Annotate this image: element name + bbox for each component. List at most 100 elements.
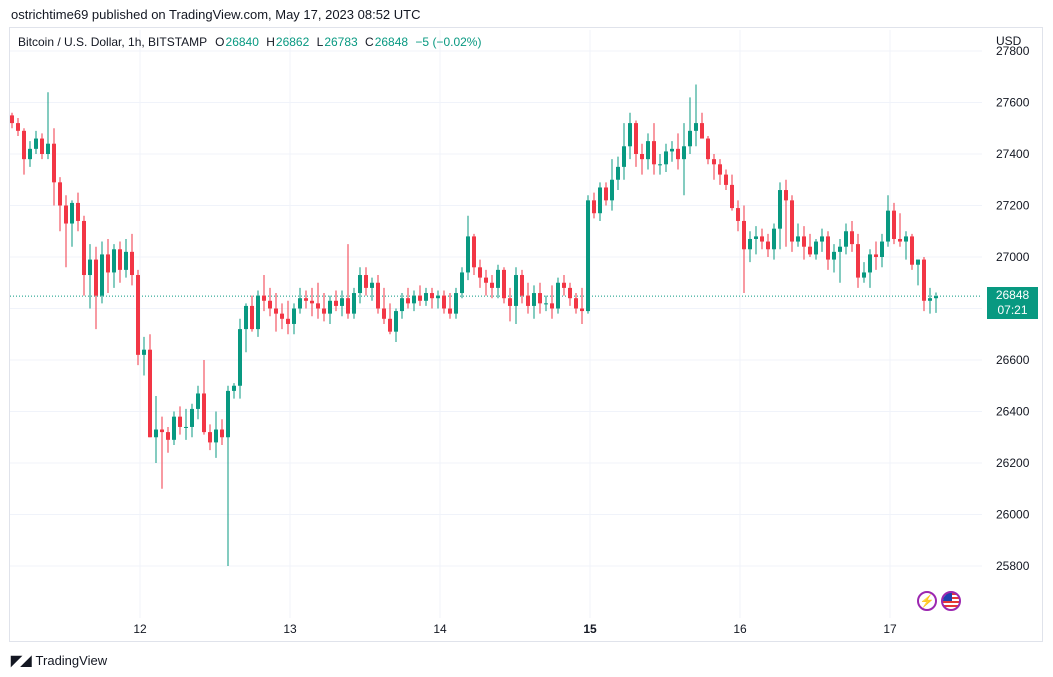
candle-body bbox=[316, 303, 320, 309]
candle-body bbox=[46, 143, 50, 154]
currency-label[interactable]: USD bbox=[996, 34, 1022, 48]
candle bbox=[16, 117, 20, 136]
candle-body bbox=[562, 282, 566, 288]
candle-body bbox=[214, 429, 218, 443]
y-tick-label: 25800 bbox=[996, 559, 1030, 573]
candle bbox=[880, 233, 884, 268]
candle bbox=[556, 277, 560, 314]
candle-body bbox=[394, 311, 398, 332]
candle-body bbox=[322, 308, 326, 314]
candle-body bbox=[778, 190, 782, 229]
candle bbox=[778, 182, 782, 250]
candle bbox=[868, 249, 872, 288]
candle-body bbox=[916, 259, 920, 265]
candle bbox=[424, 287, 428, 306]
candle bbox=[538, 282, 542, 314]
candle-body bbox=[604, 187, 608, 201]
candle-body bbox=[310, 300, 314, 304]
candle bbox=[202, 360, 206, 435]
candle-body bbox=[346, 298, 350, 314]
candle bbox=[754, 226, 758, 255]
candle-body bbox=[280, 313, 284, 319]
candle-body bbox=[184, 426, 188, 428]
candle-body bbox=[616, 166, 620, 180]
candle-body bbox=[370, 282, 374, 288]
x-tick-label: 13 bbox=[283, 622, 297, 636]
candle bbox=[826, 231, 830, 270]
candle bbox=[586, 195, 590, 314]
candle bbox=[178, 406, 182, 435]
candle bbox=[34, 130, 38, 154]
candle-body bbox=[118, 249, 122, 270]
candle bbox=[772, 223, 776, 260]
candle bbox=[460, 267, 464, 299]
close-value: 26848 bbox=[374, 35, 409, 49]
y-tick-label: 27200 bbox=[996, 199, 1030, 213]
candle bbox=[820, 228, 824, 252]
high-label: H bbox=[266, 35, 275, 49]
candle-body bbox=[124, 251, 128, 270]
candle-body bbox=[802, 236, 806, 247]
candle bbox=[472, 233, 476, 276]
candle-body bbox=[154, 429, 158, 438]
candle bbox=[748, 231, 752, 263]
candle-body bbox=[640, 154, 644, 160]
candle bbox=[616, 156, 620, 191]
candle bbox=[58, 177, 62, 232]
x-tick-label: 15 bbox=[583, 622, 597, 636]
candle bbox=[730, 174, 734, 211]
candle-body bbox=[106, 254, 110, 273]
candle-body bbox=[676, 148, 680, 160]
candle-body bbox=[712, 159, 716, 165]
candle bbox=[796, 223, 800, 247]
footer-brand[interactable]: ◤◢ TradingView bbox=[11, 652, 107, 669]
candle-body bbox=[376, 282, 380, 309]
candle-body bbox=[538, 293, 542, 304]
candle bbox=[310, 287, 314, 317]
candle bbox=[622, 123, 626, 180]
candle bbox=[274, 293, 278, 332]
candle-body bbox=[460, 272, 464, 294]
lightning-icon[interactable]: ⚡ bbox=[917, 591, 937, 611]
candle-body bbox=[28, 148, 32, 160]
candle-body bbox=[40, 138, 44, 154]
candle-body bbox=[520, 275, 524, 296]
candle bbox=[358, 267, 362, 304]
candle-body bbox=[172, 416, 176, 440]
candle-body bbox=[634, 123, 638, 154]
candle bbox=[160, 416, 164, 489]
candle bbox=[850, 220, 854, 252]
candle-body bbox=[472, 236, 476, 268]
candle bbox=[334, 290, 338, 312]
candle bbox=[658, 154, 662, 175]
candle-body bbox=[730, 184, 734, 209]
candle bbox=[256, 290, 260, 337]
candle bbox=[574, 293, 578, 314]
candle bbox=[592, 192, 596, 219]
candle-body bbox=[694, 123, 698, 131]
candle bbox=[316, 282, 320, 319]
candle bbox=[784, 179, 788, 247]
y-tick-label: 27000 bbox=[996, 250, 1030, 264]
candle bbox=[928, 287, 932, 314]
candle-body bbox=[838, 246, 842, 252]
candle bbox=[64, 195, 68, 268]
candle bbox=[604, 182, 608, 206]
candle-body bbox=[628, 123, 632, 147]
candle bbox=[922, 257, 926, 312]
candles bbox=[10, 84, 938, 566]
candle-body bbox=[142, 349, 146, 355]
candle bbox=[406, 287, 410, 309]
candle-body bbox=[406, 298, 410, 304]
candle-body bbox=[646, 141, 650, 160]
candle bbox=[862, 262, 866, 283]
candle bbox=[232, 383, 236, 399]
candle bbox=[580, 287, 584, 324]
candle-body bbox=[220, 429, 224, 438]
candle bbox=[220, 419, 224, 445]
candle bbox=[148, 334, 152, 438]
candle-body bbox=[544, 303, 548, 305]
flag-canton bbox=[943, 593, 952, 601]
us-flag-icon[interactable] bbox=[941, 591, 961, 611]
